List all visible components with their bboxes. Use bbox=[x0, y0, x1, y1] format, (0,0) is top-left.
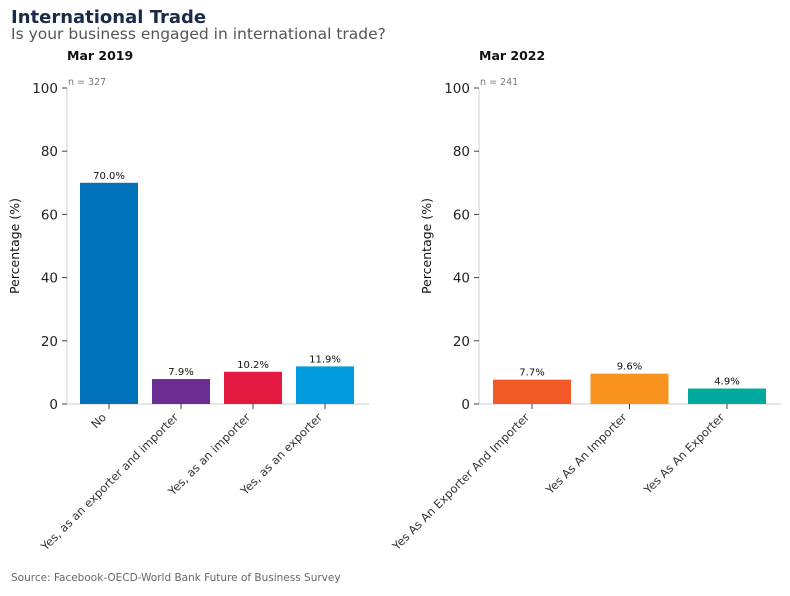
data-label: 7.9% bbox=[168, 367, 193, 378]
y-axis-label: Percentage (%) bbox=[419, 198, 434, 294]
data-label: 11.9% bbox=[309, 354, 341, 365]
chart-subtitle: Is your business engaged in internationa… bbox=[11, 25, 386, 43]
bar bbox=[493, 379, 571, 404]
sample-size-label: n = 241 bbox=[480, 77, 518, 88]
source-note: Source: Facebook-OECD-World Bank Future … bbox=[11, 572, 341, 584]
x-tick-label: Yes As An Importer bbox=[542, 410, 630, 498]
y-tick-label: 40 bbox=[453, 271, 470, 287]
x-tick-label: Yes, as an exporter and importer bbox=[37, 410, 181, 554]
x-tick-label: Yes As An Exporter And Importer bbox=[389, 410, 533, 554]
data-label: 10.2% bbox=[237, 360, 269, 371]
y-tick-label: 100 bbox=[444, 81, 470, 97]
bar bbox=[590, 373, 669, 404]
sample-size-label: n = 327 bbox=[68, 77, 106, 88]
bar bbox=[296, 366, 354, 404]
y-tick-label: 60 bbox=[453, 207, 470, 223]
y-tick-label: 0 bbox=[461, 397, 470, 413]
bar bbox=[80, 182, 138, 404]
panel-title: Mar 2022 bbox=[479, 48, 545, 63]
data-label: 9.6% bbox=[617, 362, 642, 373]
y-tick-label: 60 bbox=[41, 207, 58, 223]
panel-title: Mar 2019 bbox=[67, 48, 133, 63]
y-tick-label: 20 bbox=[41, 334, 58, 350]
y-tick-label: 100 bbox=[32, 81, 58, 97]
x-tick-label: Yes As An Exporter bbox=[640, 410, 727, 497]
y-tick-label: 20 bbox=[453, 334, 470, 350]
y-tick-label: 80 bbox=[41, 144, 58, 160]
data-label: 7.7% bbox=[519, 368, 544, 379]
data-label: 70.0% bbox=[93, 171, 125, 182]
y-axis-label: Percentage (%) bbox=[7, 198, 22, 294]
x-tick-label: No bbox=[88, 410, 109, 431]
y-tick-label: 0 bbox=[49, 397, 58, 413]
bar bbox=[688, 388, 766, 404]
data-label: 4.9% bbox=[714, 377, 739, 388]
y-tick-label: 80 bbox=[453, 144, 470, 160]
bar bbox=[224, 371, 282, 404]
y-tick-label: 40 bbox=[41, 271, 58, 287]
chart-title: International Trade bbox=[11, 7, 207, 28]
bar bbox=[152, 379, 210, 404]
x-tick-label: Yes, as an exporter bbox=[237, 410, 325, 498]
